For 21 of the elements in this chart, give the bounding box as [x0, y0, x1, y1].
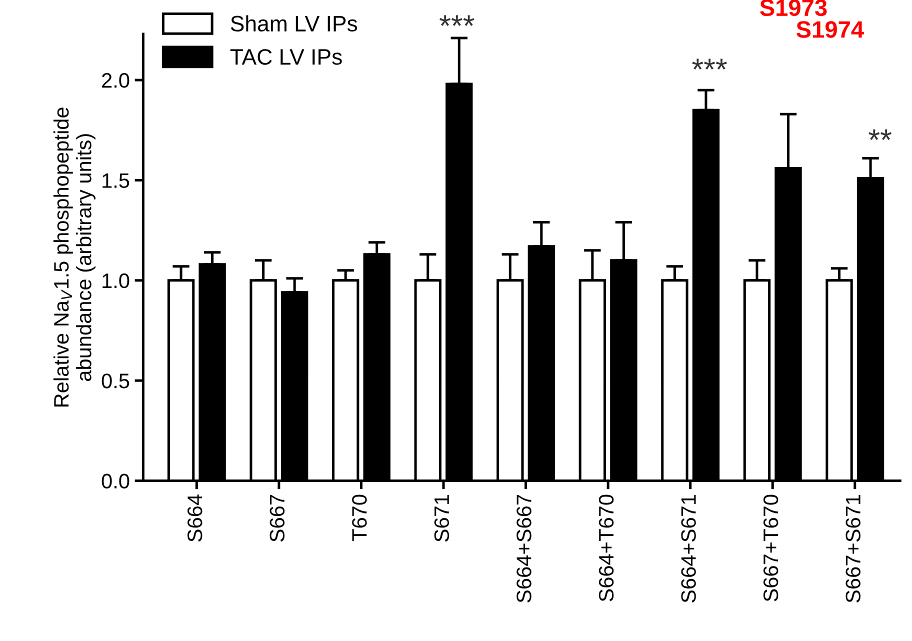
text: *** [440, 15, 474, 26]
y-tick-label: 1.0 [102, 273, 130, 288]
y-tick-label: 1.5 [102, 173, 130, 188]
legend-label: Sham LV IPs [230, 15, 358, 32]
y-tick-label: 0.0 [102, 474, 130, 489]
x-tick-label: S664+T670 [598, 494, 614, 602]
x-tick-label: S667 [270, 494, 285, 542]
x-tick-label: S664+S667 [516, 494, 532, 602]
y-axis-title: Relative Na$_{V}$1.5 phosphopeptide abundance (arbitrary units) [53, 108, 96, 406]
annotation: *** [692, 58, 727, 70]
x-tick-label: T670 [352, 494, 367, 541]
y-tick-label: 2.0 [102, 73, 130, 88]
y-tick-label: 0.5 [102, 374, 130, 388]
annotation: ** [868, 129, 892, 140]
annotation: S1974 [796, 21, 864, 38]
x-tick-label: S667+S671 [846, 494, 860, 602]
x-tick-label: S664 [188, 494, 202, 542]
x-tick-label: S664+S671 [681, 494, 696, 602]
x-tick-label: S671 [434, 494, 450, 542]
legend-label: TAC LV IPs [230, 49, 342, 65]
x-tick-label: S667+T670 [763, 494, 778, 602]
